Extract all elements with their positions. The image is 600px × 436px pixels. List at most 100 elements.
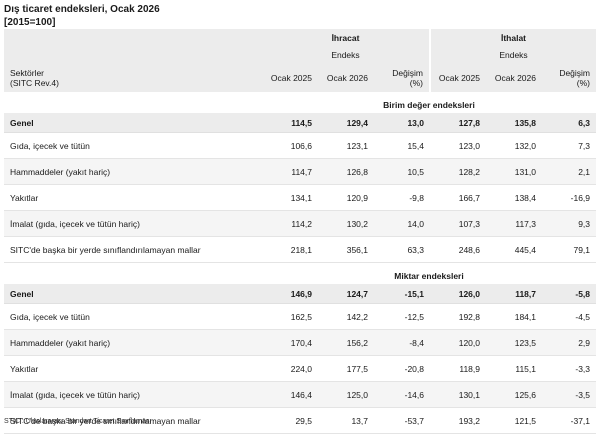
cell-exp-2026: 129,4 <box>318 113 374 133</box>
cell-imp-chg: 6,3 <box>542 113 597 133</box>
table-row: Gıda, içecek ve tütün 162,5 142,2 -12,5 192,… <box>4 303 597 330</box>
cell-imp-2026: 135,8 <box>486 113 542 133</box>
row-label: Hammaddeler (yakıt hariç) <box>4 329 262 356</box>
cell-imp-chg: -16,9 <box>542 184 597 211</box>
table-row: İmalat (gıda, içecek ve tütün hariç) 114,… <box>4 210 597 237</box>
section-blank-cell <box>4 96 262 113</box>
cell-exp-chg: 63,3 <box>374 236 430 263</box>
cell-exp-chg: 10,5 <box>374 158 430 185</box>
cell-exp-2025: 146,4 <box>262 381 318 408</box>
import-index-label: Endeks <box>430 46 597 63</box>
export-col-change: Değişim (%) <box>374 63 431 92</box>
cell-exp-chg: -15,1 <box>374 284 430 304</box>
cell-imp-chg: -37,1 <box>542 407 597 434</box>
cell-imp-2025: 127,8 <box>430 113 486 133</box>
cell-imp-2026: 123,5 <box>486 329 542 356</box>
cell-imp-2025: 248,6 <box>430 236 486 263</box>
cell-exp-2025: 29,5 <box>262 407 318 434</box>
cell-imp-chg: 2,9 <box>542 329 597 356</box>
cell-imp-2025: 126,0 <box>430 284 486 304</box>
cell-exp-chg: -53,7 <box>374 407 430 434</box>
cell-imp-chg: -3,3 <box>542 355 597 382</box>
cell-imp-2026: 445,4 <box>486 236 542 263</box>
spacer <box>4 262 597 267</box>
table-row: SITC'de başka bir yerde sınıflandırılama… <box>4 236 597 263</box>
trade-index-table: İhracat İthalat Endeks Endeks Sektörler … <box>4 29 597 434</box>
cell-exp-2026: 156,2 <box>318 329 374 356</box>
cell-exp-2025: 106,6 <box>262 132 318 159</box>
cell-exp-2026: 120,9 <box>318 184 374 211</box>
table-row-total: Genel 146,9 124,7 -15,1 126,0 118,7 -5,8 <box>4 284 597 304</box>
cell-imp-chg: 9,3 <box>542 210 597 237</box>
cell-imp-2026: 125,6 <box>486 381 542 408</box>
cell-imp-2026: 132,0 <box>486 132 542 159</box>
cell-exp-2026: 126,8 <box>318 158 374 185</box>
cell-imp-chg: -4,5 <box>542 303 597 330</box>
cell-exp-2025: 114,2 <box>262 210 318 237</box>
cell-imp-2025: 130,1 <box>430 381 486 408</box>
cell-imp-2026: 184,1 <box>486 303 542 330</box>
cell-exp-2025: 146,9 <box>262 284 318 304</box>
row-label: SITC'de başka bir yerde sınıflandırılama… <box>4 407 262 434</box>
export-col-2025: Ocak 2025 <box>262 63 318 92</box>
change-unit: (%) <box>576 77 591 88</box>
row-label: SITC'de başka bir yerde sınıflandırılama… <box>4 236 262 263</box>
cell-exp-2026: 130,2 <box>318 210 374 237</box>
cell-exp-2025: 114,7 <box>262 158 318 185</box>
cell-exp-2025: 162,5 <box>262 303 318 330</box>
row-label: Gıda, içecek ve tütün <box>4 132 262 159</box>
cell-imp-2025: 128,2 <box>430 158 486 185</box>
export-header: İhracat <box>262 29 431 46</box>
table-row: Hammaddeler (yakıt hariç) 170,4 156,2 -8,4 1… <box>4 329 597 356</box>
sectors-header: Sektörler (SITC Rev.4) <box>4 63 262 92</box>
cell-exp-2026: 177,5 <box>318 355 374 382</box>
cell-exp-2026: 142,2 <box>318 303 374 330</box>
change-label: Değişim <box>559 67 591 78</box>
table-row: Hammaddeler (yakıt hariç) 114,7 126,8 10,5 1… <box>4 158 597 185</box>
cell-imp-2025: 123,0 <box>430 132 486 159</box>
row-label: İmalat (gıda, içecek ve tütün hariç) <box>4 381 262 408</box>
cell-exp-chg: -20,8 <box>374 355 430 382</box>
cell-exp-chg: -8,4 <box>374 329 430 356</box>
export-col-2026: Ocak 2026 <box>318 63 374 92</box>
cell-exp-2025: 170,4 <box>262 329 318 356</box>
section-title: Miktar endeksleri <box>262 267 597 284</box>
footnote: STIC : Uluslararası Standart Ticaret Sın… <box>4 418 152 425</box>
row-label: Genel <box>4 113 262 133</box>
table-row: Gıda, içecek ve tütün 106,6 123,1 15,4 123,0… <box>4 132 597 159</box>
cell-imp-chg: 2,1 <box>542 158 597 185</box>
cell-exp-2026: 13,7 <box>318 407 374 434</box>
cell-exp-2025: 224,0 <box>262 355 318 382</box>
cell-imp-chg: -5,8 <box>542 284 597 304</box>
import-col-2026: Ocak 2026 <box>486 63 542 92</box>
cell-exp-chg: -14,6 <box>374 381 430 408</box>
header-blank-cell <box>4 29 262 46</box>
cell-imp-2026: 131,0 <box>486 158 542 185</box>
cell-imp-2026: 117,3 <box>486 210 542 237</box>
export-index-label: Endeks <box>262 46 431 63</box>
row-label: İmalat (gıda, içecek ve tütün hariç) <box>4 210 262 237</box>
cell-exp-chg: 15,4 <box>374 132 430 159</box>
import-col-change: Değişim (%) <box>542 63 597 92</box>
cell-exp-chg: -12,5 <box>374 303 430 330</box>
change-unit: (%) <box>409 77 423 88</box>
cell-imp-2025: 118,9 <box>430 355 486 382</box>
cell-imp-chg: -3,5 <box>542 381 597 408</box>
cell-exp-2026: 125,0 <box>318 381 374 408</box>
cell-imp-2025: 120,0 <box>430 329 486 356</box>
import-header: İthalat <box>430 29 597 46</box>
page-subtitle: [2015=100] <box>4 17 56 28</box>
section-blank-cell <box>4 267 262 284</box>
cell-imp-2026: 118,7 <box>486 284 542 304</box>
table-row: SITC'de başka bir yerde sınıflandırılama… <box>4 407 597 434</box>
cell-imp-2026: 121,5 <box>486 407 542 434</box>
row-label: Hammaddeler (yakıt hariç) <box>4 158 262 185</box>
spacer <box>4 92 597 96</box>
row-label: Genel <box>4 284 262 304</box>
row-label: Yakıtlar <box>4 355 262 382</box>
sectors-label: Sektörler <box>10 67 45 78</box>
table-row: İmalat (gıda, içecek ve tütün hariç) 146,… <box>4 381 597 408</box>
cell-imp-2025: 192,8 <box>430 303 486 330</box>
cell-exp-2025: 218,1 <box>262 236 318 263</box>
table-row-total: Genel 114,5 129,4 13,0 127,8 135,8 6,3 <box>4 113 597 133</box>
